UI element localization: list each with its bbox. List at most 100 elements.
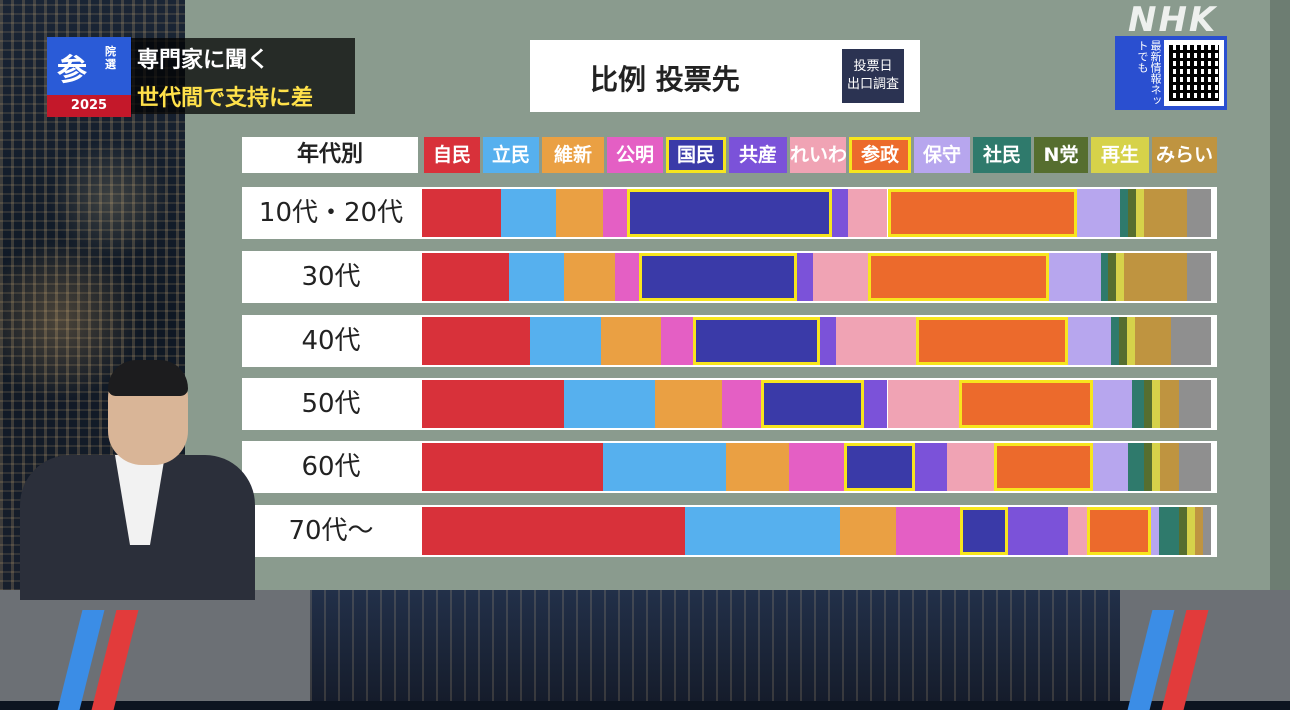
bar-segment-other xyxy=(1187,189,1211,237)
bar-segment-sansei xyxy=(958,380,1093,428)
bar-segment-jimin xyxy=(422,189,501,237)
bar-segment-saisei xyxy=(1151,443,1160,491)
bar-segment-ishin xyxy=(840,507,897,555)
bar-segment-kyosan xyxy=(820,317,837,365)
bar-segment-kyosan xyxy=(915,443,947,491)
bar-track xyxy=(420,315,1217,367)
legend-item-sansei: 参政 xyxy=(849,137,911,173)
bar-segment-kyosan xyxy=(1007,507,1068,555)
legend-item-saisei: 再生 xyxy=(1091,137,1149,173)
bar-segment-saisei xyxy=(1151,380,1160,428)
bar-segment-jimin xyxy=(422,253,509,301)
bar-segment-sansei xyxy=(916,317,1068,365)
bar-segment-mirai xyxy=(1159,443,1180,491)
bar-segment-nto xyxy=(1179,507,1188,555)
bar-segment-kyosan xyxy=(796,253,813,301)
bar-segment-reiwa xyxy=(946,443,994,491)
bar-segment-rikken xyxy=(508,253,564,301)
bar-track xyxy=(420,251,1217,303)
bar-segment-other xyxy=(1179,380,1211,428)
bar-segment-nto xyxy=(1108,253,1117,301)
bar-segment-mirai xyxy=(1159,380,1180,428)
bar-segment-other xyxy=(1187,253,1211,301)
headline-line2: 世代間で支持に差 xyxy=(137,86,314,111)
bar-segment-reiwa xyxy=(848,189,888,237)
bar-segment-kokumin xyxy=(627,189,833,237)
presenter-figure xyxy=(20,360,255,600)
bar-segment-shamin xyxy=(1100,253,1109,301)
bar-segment-mirai xyxy=(1135,317,1172,365)
bar-segment-ishin xyxy=(564,253,616,301)
display-board-edge xyxy=(1270,0,1290,600)
bar-segment-saisei xyxy=(1136,189,1144,237)
bar-segment-reiwa xyxy=(836,317,917,365)
legend-item-jimin: 自民 xyxy=(424,137,480,173)
legend-item-rikken: 立民 xyxy=(483,137,539,173)
bar-segment-saisei xyxy=(1127,317,1136,365)
chart-title: 比例 投票先 xyxy=(590,63,740,96)
bar-track xyxy=(420,187,1217,239)
bar-segment-kokumin xyxy=(638,253,797,301)
bar-segment-nto xyxy=(1119,317,1128,365)
bar-segment-jimin xyxy=(422,380,565,428)
row-label: 60代 xyxy=(242,441,420,493)
headline-line1: 専門家に聞く xyxy=(137,48,270,73)
bar-segment-hoshu xyxy=(1151,507,1160,555)
exit-poll-badge: 投票日 出口調査 xyxy=(842,49,904,103)
bar-segment-sansei xyxy=(887,189,1077,237)
bar-segment-reiwa xyxy=(887,380,959,428)
bar-segment-komei xyxy=(721,380,762,428)
legend-item-reiwa: れいわ xyxy=(790,137,846,173)
bar-segment-kokumin xyxy=(844,443,916,491)
chart-title-box: 比例 投票先 投票日 出口調査 xyxy=(530,40,920,112)
bar-segment-kokumin xyxy=(959,507,1008,555)
bar-segment-other xyxy=(1171,317,1211,365)
bar-segment-hoshu xyxy=(1092,380,1133,428)
bar-segment-other xyxy=(1179,443,1211,491)
bar-segment-hoshu xyxy=(1049,253,1101,301)
bar-segment-nto xyxy=(1143,443,1152,491)
broadcaster-logo: NHK xyxy=(1128,0,1218,40)
legend-item-komei: 公明 xyxy=(607,137,663,173)
bar-segment-ishin xyxy=(654,380,722,428)
bar-segment-shamin xyxy=(1111,317,1120,365)
logo-kanji: 参 xyxy=(57,53,87,88)
bar-segment-mirai xyxy=(1124,253,1188,301)
bar-segment-hoshu xyxy=(1092,443,1129,491)
bar-segment-shamin xyxy=(1120,189,1129,237)
bar-segment-sansei xyxy=(994,443,1093,491)
bar-segment-ishin xyxy=(601,317,662,365)
qr-code-icon xyxy=(1164,40,1224,106)
bar-segment-shamin xyxy=(1132,380,1144,428)
bar-segment-sansei xyxy=(1087,507,1152,555)
bar-segment-kyosan xyxy=(832,189,849,237)
bar-segment-rikken xyxy=(603,443,726,491)
studio-floor xyxy=(310,590,1120,701)
bar-segment-rikken xyxy=(529,317,602,365)
bar-segment-shamin xyxy=(1128,443,1144,491)
bar-segment-reiwa xyxy=(1067,507,1088,555)
legend-item-shamin: 社民 xyxy=(973,137,1031,173)
bar-segment-saisei xyxy=(1116,253,1125,301)
row-label: 10代・20代 xyxy=(242,187,420,239)
bar-segment-rikken xyxy=(500,189,557,237)
bar-segment-nto xyxy=(1143,380,1152,428)
row-label: 70代〜 xyxy=(242,505,420,557)
bar-track xyxy=(420,505,1217,557)
bar-segment-rikken xyxy=(564,380,655,428)
bar-segment-komei xyxy=(661,317,693,365)
bar-track xyxy=(420,378,1217,430)
badge-line1: 投票日 xyxy=(853,59,893,74)
bar-segment-ishin xyxy=(556,189,604,237)
logo-year: 2025 xyxy=(47,95,131,117)
qr-caption: 最新情報ネットでも xyxy=(1136,40,1162,106)
bar-segment-other xyxy=(1203,507,1211,555)
election-logo: 参 院選 2025 xyxy=(47,37,131,117)
legend-item-ishin: 維新 xyxy=(542,137,604,173)
bar-segment-komei xyxy=(788,443,845,491)
bar-segment-ishin xyxy=(725,443,789,491)
bar-segment-reiwa xyxy=(812,253,868,301)
news-headline: 専門家に聞く 世代間で支持に差 xyxy=(131,38,355,114)
bar-segment-saisei xyxy=(1187,507,1196,555)
bar-segment-kokumin xyxy=(692,317,821,365)
